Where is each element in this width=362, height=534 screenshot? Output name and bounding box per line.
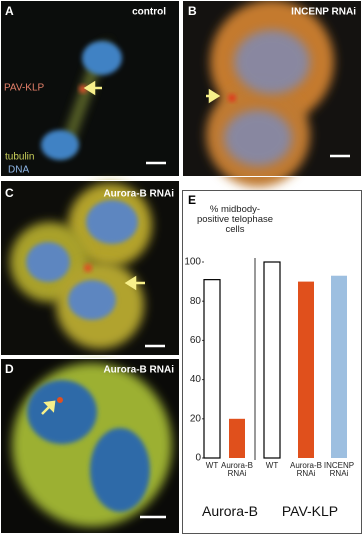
bar-chart: 0 20 40 60 80 100 <box>184 257 347 464</box>
x-tick-label: WT <box>205 461 219 470</box>
panel-label: A <box>5 4 14 18</box>
x-tick-label: WT <box>265 461 279 470</box>
panel-d-image <box>0 358 180 534</box>
panel-b-image <box>182 0 362 187</box>
annotation: PAV-KLP <box>4 83 45 94</box>
panel-label: D <box>5 362 14 376</box>
bar <box>203 279 221 459</box>
bar <box>331 275 347 458</box>
y-axis-label: % midbody-positive telophase cells <box>196 204 274 235</box>
bar <box>229 418 245 458</box>
panel-title: Aurora-B RNAi <box>103 189 174 200</box>
y-tick-label: 40 <box>190 374 202 385</box>
panel-title: Aurora-B RNAi <box>103 365 174 376</box>
x-tick-label: Aurora-B RNAi <box>220 461 253 479</box>
group-label: PAV-KLP <box>281 503 339 519</box>
panel-title: INCENP RNAi <box>291 7 356 18</box>
panel-c-image <box>0 180 180 356</box>
y-tick-label: 100 <box>184 257 201 268</box>
annotation: DNA <box>8 165 29 176</box>
y-tick-label: 60 <box>190 335 202 346</box>
x-tick-label: Aurora-B RNAi <box>289 461 322 479</box>
panel-label: B <box>188 4 197 18</box>
panel-title: control <box>132 7 166 18</box>
group-label: Aurora-B <box>201 503 259 519</box>
bar <box>263 261 281 459</box>
annotation: tubulin <box>5 152 34 163</box>
panel-a-image <box>0 0 180 177</box>
panel-label: E <box>188 193 196 207</box>
arrows <box>41 80 221 415</box>
panel-label: C <box>5 186 14 200</box>
y-tick-label: 0 <box>195 453 201 464</box>
bar <box>298 281 314 458</box>
scale-bars <box>140 154 350 519</box>
y-tick-label: 80 <box>190 296 202 307</box>
y-tick-label: 20 <box>190 413 202 424</box>
x-tick-label: INCENP RNAi <box>323 461 355 479</box>
